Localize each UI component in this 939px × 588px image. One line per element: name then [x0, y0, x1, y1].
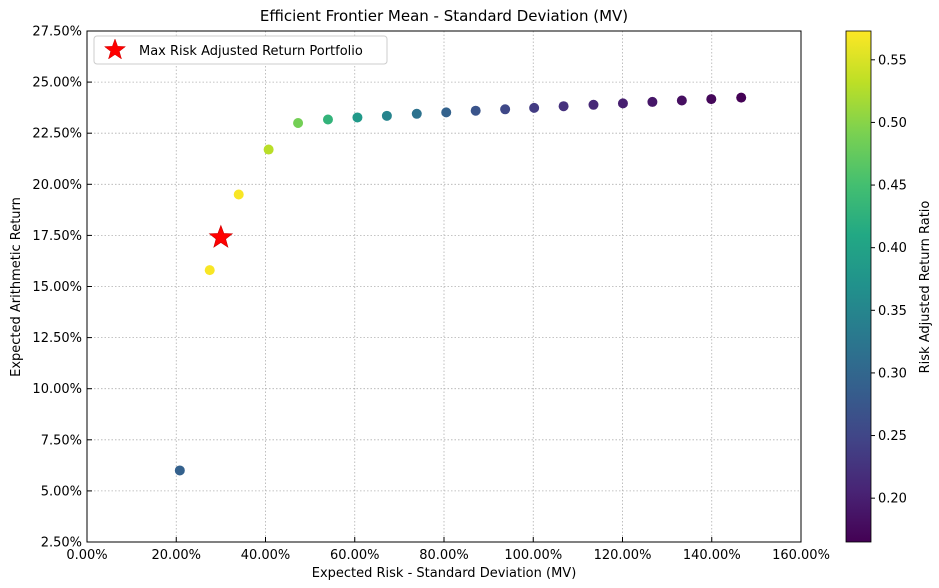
data-point [233, 189, 244, 200]
y-tick-label: 12.50% [32, 331, 82, 346]
data-point [500, 104, 511, 115]
x-tick-label: 140.00% [683, 548, 741, 563]
colorbar-tick-label: 0.50 [878, 116, 907, 131]
data-point [470, 105, 481, 116]
plot-frame [86, 30, 802, 543]
data-point [204, 265, 215, 276]
colorbar-tick-label: 0.30 [878, 366, 907, 381]
y-tick-label: 17.50% [32, 229, 82, 244]
data-point [558, 101, 569, 112]
colorbar-tick-label: 0.35 [878, 304, 907, 319]
colorbar-ticks: 0.20 0.25 0.30 0.35 0.40 0.45 0.50 0.55 [871, 53, 907, 507]
data-point [411, 108, 422, 119]
data-point [441, 107, 452, 118]
x-tick-label: 40.00% [241, 548, 291, 563]
colorbar-tick-label: 0.25 [878, 429, 907, 444]
data-point [293, 117, 304, 128]
y-tick-label: 27.50% [32, 25, 82, 40]
data-point [352, 112, 363, 123]
colorbar-tick-label: 0.55 [878, 53, 907, 68]
x-tick-label: 60.00% [330, 548, 380, 563]
y-tick-label: 20.00% [32, 178, 82, 193]
x-axis-ticks: 0.00% 20.00% 40.00% 60.00% 80.00% 100.00% 120.… [66, 537, 830, 563]
data-point [617, 98, 628, 109]
legend-label: Max Risk Adjusted Return Portfolio [139, 44, 363, 59]
data-point [647, 96, 658, 107]
y-tick-label: 25.00% [32, 76, 82, 91]
data-point [174, 465, 185, 476]
y-tick-label: 10.00% [32, 382, 82, 397]
colorbar-tick-label: 0.20 [878, 492, 907, 507]
y-tick-label: 7.50% [41, 433, 82, 448]
x-tick-label: 80.00% [419, 548, 469, 563]
y-tick-label: 2.50% [41, 536, 82, 551]
data-point [736, 92, 747, 103]
colorbar: 0.20 0.25 0.30 0.35 0.40 0.45 0.50 0.55 Risk Ad… [845, 30, 933, 543]
data-point [588, 99, 599, 110]
colorbar-tick-label: 0.40 [878, 241, 907, 256]
data-point [706, 94, 717, 105]
data-points [174, 92, 747, 476]
y-axis-ticks: 2.50% 5.00% 7.50% 10.00% 12.50% 15.00% 17.50% 2… [32, 25, 92, 551]
x-tick-label: 120.00% [594, 548, 652, 563]
colorbar-gradient [845, 30, 872, 543]
legend-box [93, 35, 388, 65]
max-ratio-star [208, 224, 234, 248]
x-axis-title: Expected Risk - Standard Deviation (MV) [312, 566, 577, 581]
x-tick-label: 0.00% [66, 548, 107, 563]
data-point [529, 102, 540, 113]
chart-title: Efficient Frontier Mean - Standard Devia… [260, 7, 628, 25]
max-ratio-marker-group [208, 224, 234, 248]
data-point [322, 114, 333, 125]
y-tick-label: 15.00% [32, 280, 82, 295]
colorbar-title: Risk Adjusted Return Ratio [918, 201, 933, 374]
x-tick-label: 100.00% [504, 548, 562, 563]
y-axis-title: Expected Arithmetic Return [9, 197, 24, 377]
legend-star-icon [103, 38, 127, 60]
y-tick-label: 22.50% [32, 127, 82, 142]
legend: Max Risk Adjusted Return Portfolio [93, 35, 388, 65]
x-tick-label: 160.00% [772, 548, 830, 563]
y-tick-label: 5.00% [41, 484, 82, 499]
x-tick-label: 20.00% [151, 548, 201, 563]
colorbar-tick-label: 0.45 [878, 179, 907, 194]
data-point [676, 95, 687, 106]
data-point [381, 110, 392, 121]
data-point [263, 144, 274, 155]
